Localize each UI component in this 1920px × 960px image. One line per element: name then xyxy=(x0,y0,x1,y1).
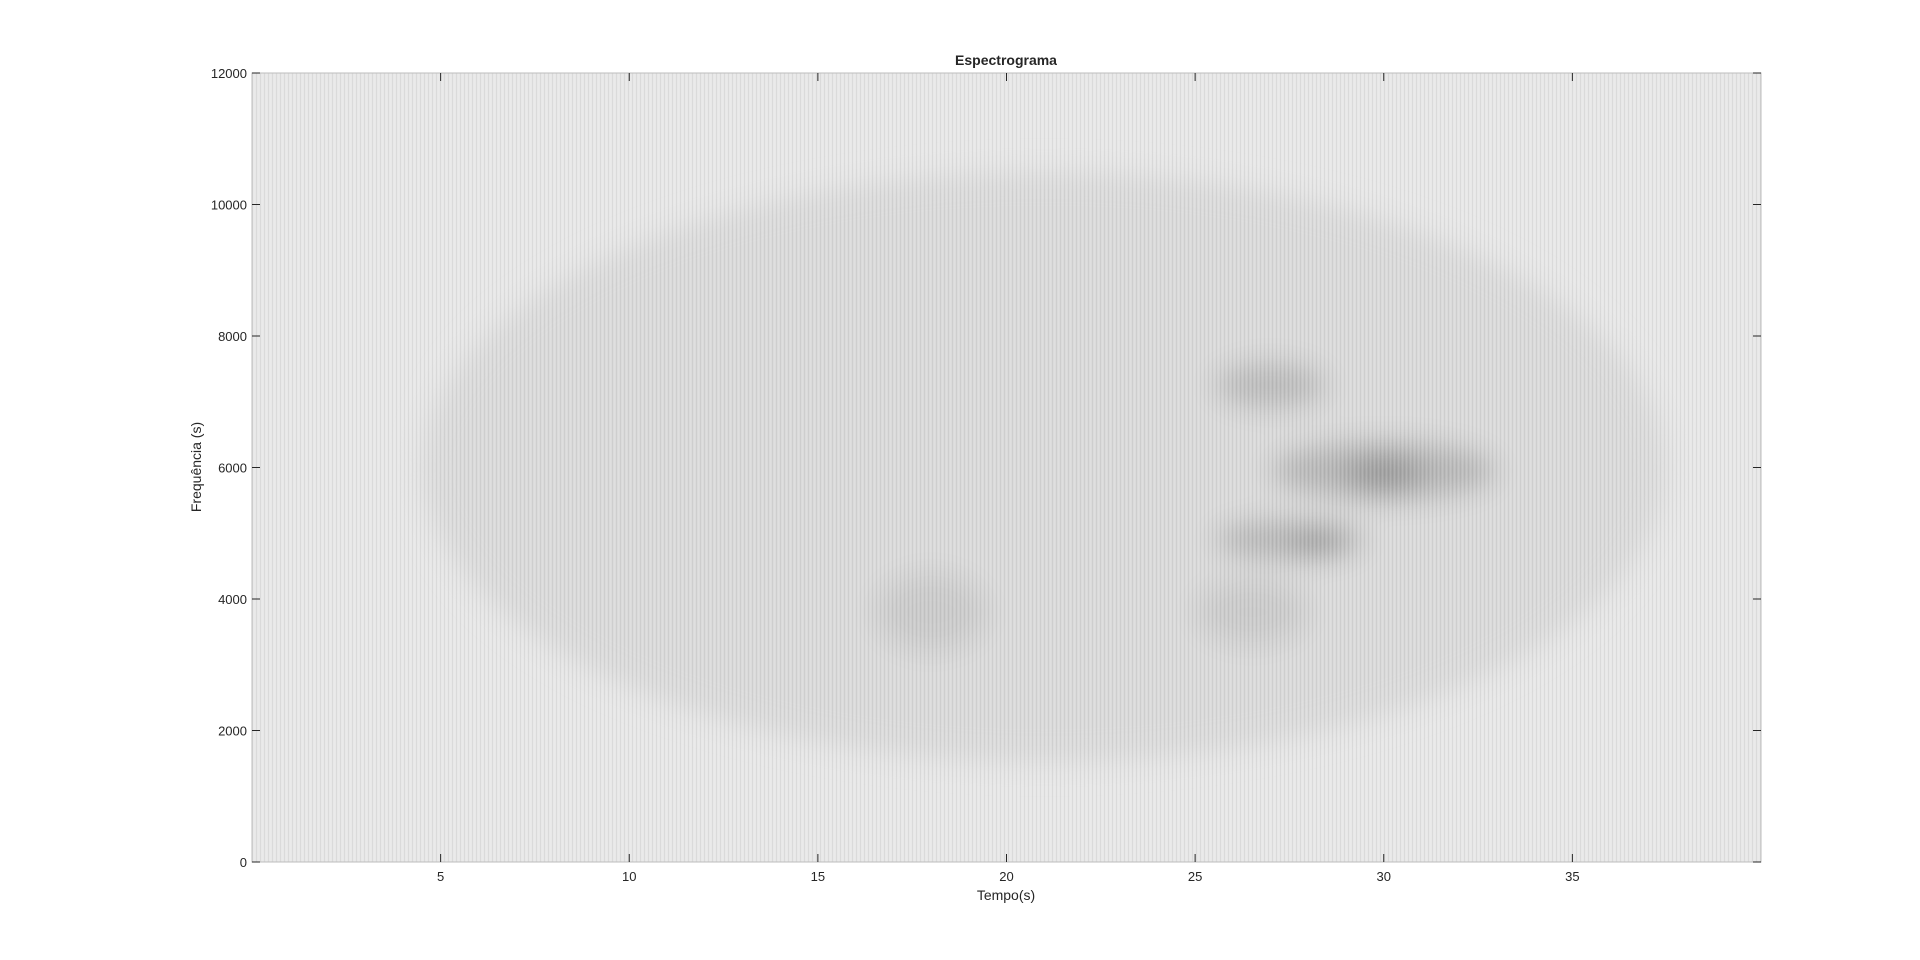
x-tick-label: 20 xyxy=(999,869,1013,884)
heatmap-time-bins xyxy=(252,73,1761,862)
plot-area xyxy=(252,73,1761,862)
y-tick-label: 4000 xyxy=(218,592,247,607)
x-axis-label: Tempo(s) xyxy=(977,887,1035,903)
axes: 5 10 15 20 25 30 35 0 2000 4000 6000 8000 10000 12000 xyxy=(211,66,1762,884)
x-tick-label: 10 xyxy=(622,869,636,884)
y-tick-label: 6000 xyxy=(218,461,247,476)
x-tick-label: 15 xyxy=(811,869,825,884)
y-tick-label: 10000 xyxy=(211,198,247,213)
y-tick-label: 2000 xyxy=(218,724,247,739)
chart-title: Espectrograma xyxy=(955,52,1057,68)
x-tick-label: 35 xyxy=(1565,869,1579,884)
x-tick-label: 25 xyxy=(1188,869,1202,884)
heatmap-layer xyxy=(252,73,1761,862)
y-axis-label: Frequência (s) xyxy=(188,422,204,512)
y-tick-label: 0 xyxy=(240,855,247,870)
y-tick-label: 8000 xyxy=(218,329,247,344)
y-tick-label: 12000 xyxy=(211,66,247,81)
x-tick-label: 30 xyxy=(1377,869,1391,884)
x-tick-label: 5 xyxy=(437,869,444,884)
